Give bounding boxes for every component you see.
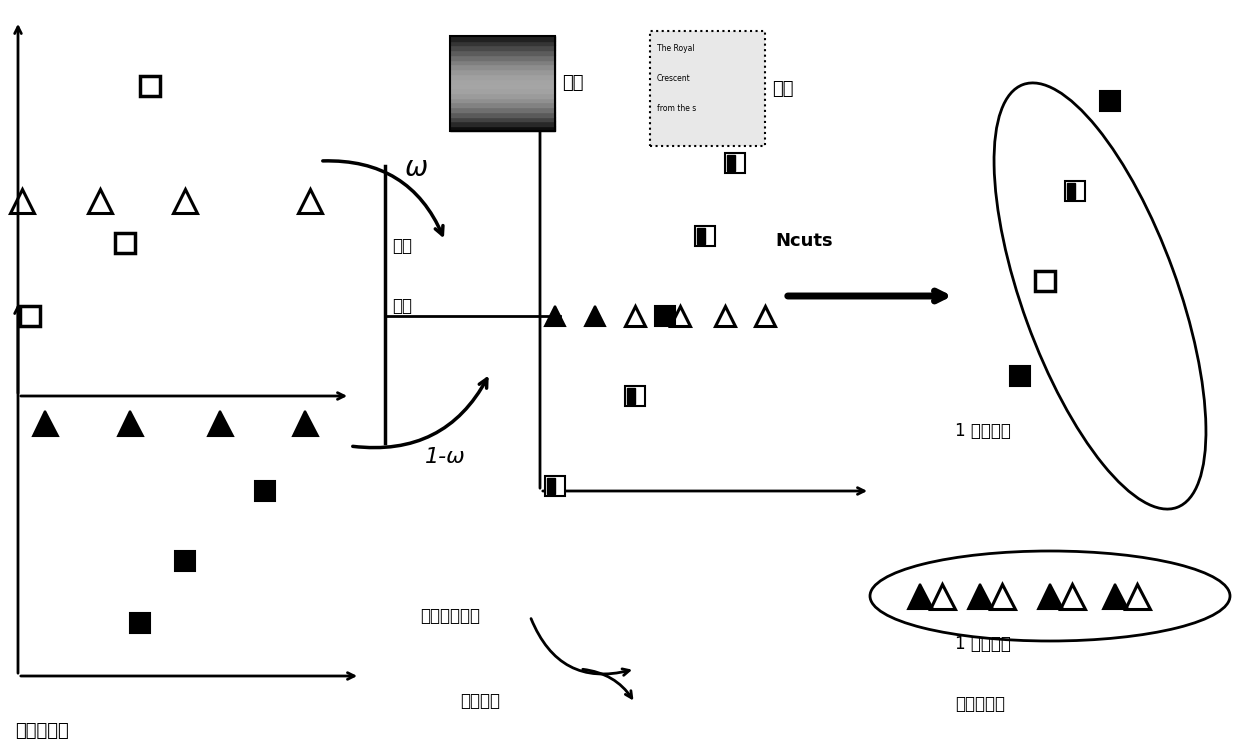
Text: 共享重构表示: 共享重构表示 xyxy=(420,607,480,625)
Text: ω: ω xyxy=(405,154,428,182)
Bar xyxy=(450,116,556,122)
Bar xyxy=(697,228,706,244)
Bar xyxy=(450,50,556,55)
Bar xyxy=(450,122,556,126)
Bar xyxy=(450,98,556,102)
Bar xyxy=(450,36,556,41)
Bar xyxy=(450,83,556,89)
Bar xyxy=(450,126,556,131)
Text: 低秩: 低秩 xyxy=(392,297,412,315)
Bar xyxy=(650,31,765,146)
Text: 图像: 图像 xyxy=(562,74,584,92)
Text: The Royal: The Royal xyxy=(657,44,694,53)
Bar xyxy=(450,60,556,65)
Bar xyxy=(450,65,556,69)
Bar xyxy=(547,478,556,493)
Bar xyxy=(450,102,556,107)
Text: 1 维子空间: 1 维子空间 xyxy=(955,635,1011,653)
Bar xyxy=(627,388,635,404)
Bar xyxy=(450,93,556,98)
Bar xyxy=(450,41,556,46)
Bar xyxy=(450,89,556,93)
Text: 真实子空间: 真实子空间 xyxy=(955,695,1004,713)
Bar xyxy=(450,79,556,83)
Text: 亲和矩阵: 亲和矩阵 xyxy=(460,692,500,710)
Bar xyxy=(450,55,556,60)
Text: 1 维子空间: 1 维子空间 xyxy=(955,422,1011,440)
Text: 1-ω: 1-ω xyxy=(425,447,466,467)
Text: Crescent: Crescent xyxy=(657,74,691,83)
Bar xyxy=(450,112,556,116)
Text: Ncuts: Ncuts xyxy=(775,232,832,250)
Text: 稀疏: 稀疏 xyxy=(392,237,412,255)
Bar xyxy=(728,155,735,170)
Text: 多视角数据: 多视角数据 xyxy=(15,722,68,740)
Bar xyxy=(450,107,556,112)
Bar xyxy=(450,74,556,79)
Text: from the s: from the s xyxy=(657,104,696,113)
Bar xyxy=(1066,182,1075,199)
Bar xyxy=(450,69,556,74)
Text: 文本: 文本 xyxy=(773,80,794,98)
Bar xyxy=(450,36,556,131)
Bar xyxy=(450,46,556,50)
